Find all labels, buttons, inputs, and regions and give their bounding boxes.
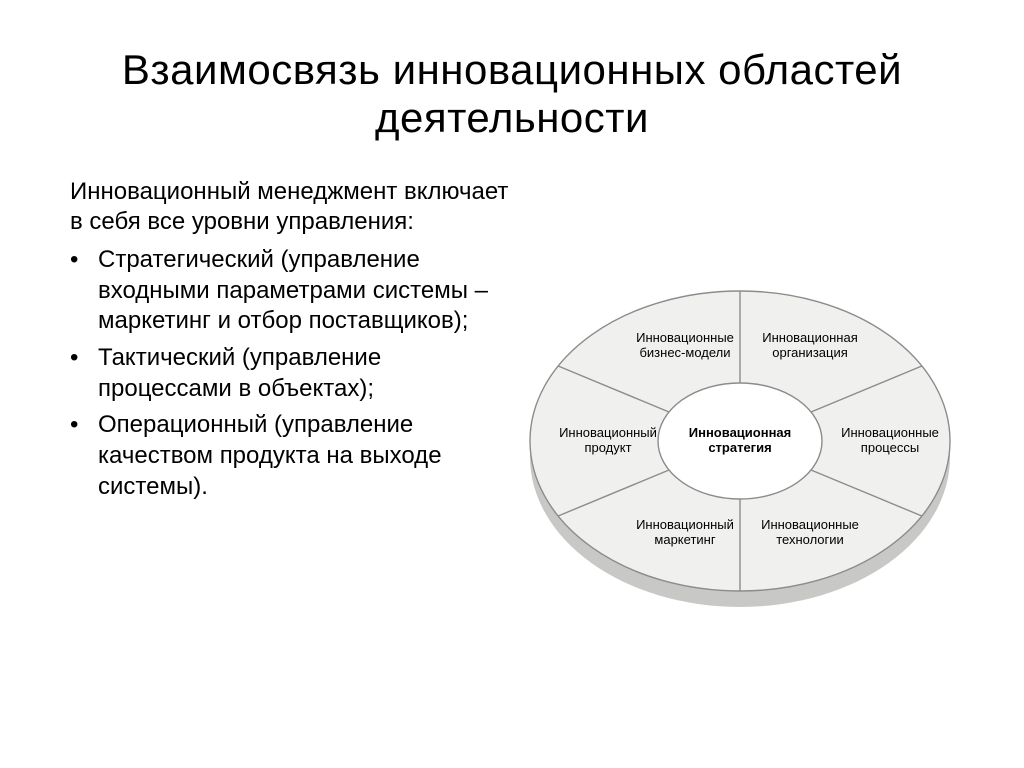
- content-row: Инновационный менеджмент включает в себя…: [0, 171, 1024, 631]
- slide: Взаимосвязь инновационных областей деяте…: [0, 28, 1024, 768]
- page-title: Взаимосвязь инновационных областей деяте…: [0, 28, 1024, 143]
- intro-paragraph: Инновационный менеджмент включает в себя…: [70, 177, 510, 237]
- text-column: Инновационный менеджмент включает в себя…: [30, 171, 510, 509]
- diagram-column: Инновационные бизнес-моделиИнновационная…: [510, 171, 994, 631]
- list-item: Тактический (управление процессами в объ…: [70, 343, 510, 404]
- list-item: Операционный (управление качеством проду…: [70, 410, 510, 502]
- list-item: Стратегический (управление входными пара…: [70, 245, 510, 337]
- bullet-list: Стратегический (управление входными пара…: [70, 245, 510, 503]
- innovation-wheel-diagram: Инновационные бизнес-моделиИнновационная…: [510, 251, 970, 631]
- wheel-svg: [510, 251, 970, 647]
